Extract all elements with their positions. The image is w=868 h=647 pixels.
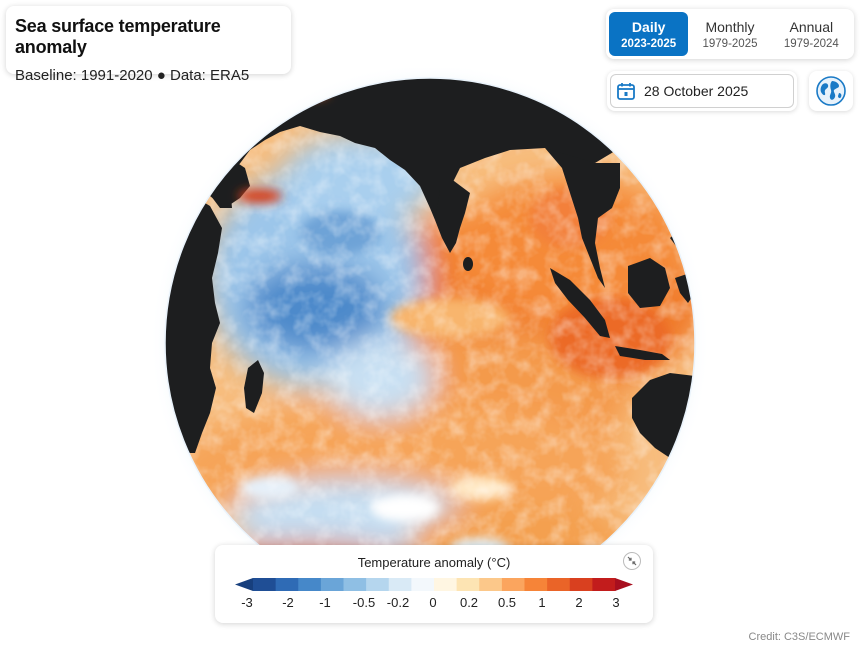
tab-daily[interactable]: Daily 2023-2025 — [609, 12, 689, 56]
legend-color-segment — [547, 578, 571, 591]
legend-tick-label: 0.2 — [459, 595, 479, 610]
legend-color-segment — [320, 578, 344, 591]
globe-icon — [816, 76, 846, 106]
legend-color-segment — [456, 578, 480, 591]
page-title: Sea surface temperature anomaly — [15, 16, 221, 57]
tab-daily-label: Daily — [631, 18, 666, 35]
date-value: 28 October 2025 — [644, 83, 749, 99]
legend-tick-label: -1 — [319, 595, 331, 610]
tab-annual-range: 1979-2024 — [783, 37, 839, 50]
tab-monthly[interactable]: Monthly 1979-2025 — [690, 12, 769, 56]
legend-color-segment — [298, 578, 322, 591]
title-card: Sea surface temperature anomaly Baseline… — [6, 6, 291, 84]
legend-color-segment — [411, 578, 435, 591]
legend-color-segment — [501, 578, 525, 591]
legend-tick-label: 0 — [429, 595, 437, 610]
tab-daily-range: 2023-2025 — [621, 37, 677, 50]
legend-tick-label: 1 — [538, 595, 546, 610]
legend-tick-label: 3 — [612, 595, 620, 610]
tab-annual[interactable]: Annual 1979-2024 — [772, 12, 851, 56]
legend-color-segment — [524, 578, 548, 591]
legend-tick-label: -0.5 — [352, 595, 376, 610]
legend-low-arrow — [235, 578, 253, 591]
time-resolution-tabs: Daily 2023-2025 Monthly 1979-2025 Annual… — [606, 9, 854, 59]
color-legend: Temperature anomaly (°C) -3 -2 -1 -0.5 -0.2 0… — [215, 545, 653, 623]
credit-text: Credit: C3S/ECMWF — [748, 631, 850, 643]
legend-color-segment — [479, 578, 503, 591]
legend-color-segment — [343, 578, 367, 591]
legend-color-segment — [366, 578, 390, 591]
date-picker-border — [610, 74, 794, 108]
legend-color-segment — [275, 578, 299, 591]
legend-color-segment — [592, 578, 616, 591]
tab-annual-label: Annual — [789, 18, 834, 35]
legend-color-segment — [253, 578, 277, 591]
ocean-layer — [165, 78, 695, 608]
legend-title: Temperature anomaly (°C) — [357, 555, 511, 570]
tab-monthly-label: Monthly — [705, 18, 755, 35]
legend-colorbar — [235, 578, 633, 591]
projection-toggle-button[interactable] — [809, 71, 853, 111]
legend-collapse-button[interactable] — [623, 552, 641, 570]
legend-color-segment — [388, 578, 412, 591]
date-picker[interactable]: 28 October 2025 — [607, 71, 797, 111]
legend-tick-label: 2 — [575, 595, 583, 610]
legend-high-arrow — [615, 578, 633, 591]
page-subtitle: Baseline: 1991-2020 ● Data: ERA5 — [15, 67, 250, 84]
legend-color-segment — [434, 578, 458, 591]
legend-tick-label: 0.5 — [497, 595, 517, 610]
sst-anomaly-globe[interactable] — [150, 63, 710, 628]
globe-map — [150, 63, 710, 623]
collapse-icon — [627, 556, 637, 566]
calendar-icon — [617, 83, 635, 100]
legend-color-segment — [569, 578, 593, 591]
legend-tick-label: -0.2 — [386, 595, 410, 610]
tab-monthly-range: 1979-2025 — [702, 37, 758, 50]
legend-tick-label: -3 — [241, 595, 253, 610]
legend-tick-label: -2 — [282, 595, 294, 610]
